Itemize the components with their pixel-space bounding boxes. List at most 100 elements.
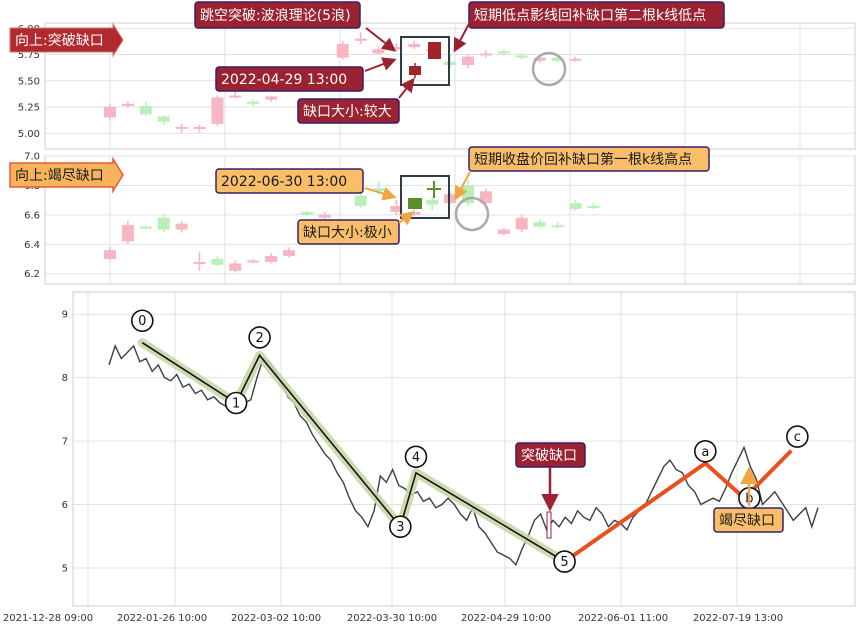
- y-tick-label: 6.4: [24, 240, 40, 251]
- candle-body: [569, 58, 582, 61]
- x-tick-label: 2022-04-29 10:00: [461, 613, 551, 624]
- middle-fill-circle: [454, 196, 490, 232]
- wave-label-text: 2: [255, 331, 263, 346]
- candle-body: [390, 47, 403, 50]
- x-tick-label: 2021-12-28 09:00: [3, 613, 93, 624]
- candle-body: [283, 250, 295, 257]
- candle-body: [121, 225, 134, 242]
- x-tick-label: 2022-07-19 13:00: [693, 613, 783, 624]
- candle-body: [229, 263, 242, 271]
- wave-label-text: c: [794, 430, 801, 445]
- y-tick-label: 6: [62, 500, 68, 511]
- wave-label-circle: [786, 425, 809, 448]
- candle-body: [551, 225, 564, 228]
- mid-time-callout-box: [215, 168, 364, 194]
- wave-label-circle: [694, 439, 717, 463]
- candle-body: [211, 258, 224, 265]
- x-tick-label: 2022-06-01 11:00: [578, 613, 668, 624]
- candle-body: [247, 101, 260, 104]
- corrective-wave-line: [563, 449, 793, 564]
- candle-body: [479, 53, 492, 56]
- candle-body: [354, 195, 367, 207]
- y-tick-label: 6.2: [24, 269, 40, 280]
- wave-label-text: 3: [396, 520, 404, 535]
- gap-size-callout-text: 缺口大小:较大: [303, 104, 392, 120]
- bottom-panel-frame: [72, 291, 856, 607]
- candle-body: [497, 229, 510, 234]
- top-tag: 向上:突破缺口: [9, 22, 124, 58]
- exhaustion-callout-box: [713, 507, 784, 533]
- fill-rule-callout-text: 短期低点影线回补缺口第二根k线低点: [474, 7, 706, 24]
- wave-label-text: 1: [232, 397, 240, 412]
- candle-body: [444, 61, 457, 65]
- candle-body: [139, 105, 152, 115]
- middle-tag-text: 向上:竭尽缺口: [15, 168, 104, 184]
- wave-label-circle: [389, 515, 412, 539]
- time-callout-text: 2022-04-29 13:00: [221, 72, 347, 88]
- y-tick-label: 5.25: [18, 103, 40, 114]
- theory-arrow: [365, 27, 397, 52]
- theory-callout-box: [194, 1, 361, 29]
- breakout-callout-text: 突破缺口: [521, 448, 577, 464]
- x-tick-label: 2022-03-30 10:00: [347, 613, 437, 624]
- mid-gap-size-callout-text: 缺口大小:极小: [303, 225, 392, 241]
- wave-label-circle: [224, 391, 248, 415]
- candle-body: [193, 126, 206, 129]
- candle-body: [175, 223, 188, 230]
- candle-body: [444, 194, 457, 204]
- mid-fill-rule-callout-text: 短期收盘价回补缺口第一根k线高点: [474, 151, 692, 168]
- candle-body: [426, 200, 439, 205]
- wave-label-text: 0: [138, 314, 146, 329]
- candle-body: [390, 206, 403, 212]
- y-tick-label: 5.75: [18, 50, 40, 61]
- candle-body: [175, 126, 188, 129]
- candle-body: [211, 97, 224, 124]
- candle-body: [587, 206, 600, 209]
- middle-gap-highlight-box: [400, 175, 450, 219]
- candle-body: [462, 56, 474, 65]
- candle-body: [354, 38, 367, 41]
- exhaustion-callout-text: 竭尽缺口: [719, 513, 775, 529]
- candle-body: [300, 211, 313, 215]
- top-fill-circle: [531, 51, 567, 87]
- candle-body: [193, 261, 206, 264]
- mid-fill-rule-arrow: [454, 171, 471, 201]
- candle-body: [104, 107, 116, 118]
- wave-label-circle: [553, 550, 576, 573]
- gap-size-callout-box: [297, 98, 400, 124]
- mid-gap-size-arrow: [398, 211, 415, 226]
- candle-body: [104, 250, 116, 259]
- mid-gap-size-callout-box: [297, 219, 400, 245]
- gap-candle-2: [428, 42, 441, 59]
- wave-label-circle: [404, 445, 428, 469]
- y-tick-label: 5.00: [18, 129, 40, 140]
- gap-size-arrow: [398, 77, 415, 99]
- time-callout-box: [215, 66, 364, 92]
- x-tick-label: 2022-03-02 10:00: [231, 613, 321, 624]
- time-arrow: [364, 57, 397, 72]
- candle-body: [247, 260, 260, 263]
- fill-rule-callout-box: [468, 1, 725, 29]
- y-tick-label: 8: [62, 373, 68, 384]
- wave-label-circle: [248, 326, 271, 349]
- candle-body: [515, 217, 528, 230]
- y-tick-label: 5: [62, 563, 68, 574]
- wave-structure: 012345abc: [130, 309, 809, 573]
- candle-body: [515, 55, 528, 58]
- candle-body: [157, 217, 170, 230]
- candle-body: [157, 116, 170, 122]
- candle-body: [229, 95, 242, 98]
- candle-body: [408, 44, 421, 48]
- theory-callout-text: 跳空突破:波浪理论(5浪): [200, 8, 351, 24]
- candle-body: [372, 188, 385, 192]
- fill-rule-arrow: [453, 21, 471, 53]
- x-tick-label: 2022-01-26 10:00: [117, 613, 207, 624]
- breakout-gap-marker: [546, 511, 552, 539]
- mid-time-arrow: [364, 186, 397, 201]
- impulse-wave-line: [141, 342, 566, 563]
- candle-body: [121, 103, 134, 106]
- wave-label-text: 5: [560, 555, 568, 570]
- candle-body: [139, 226, 152, 229]
- candle-body: [265, 96, 278, 100]
